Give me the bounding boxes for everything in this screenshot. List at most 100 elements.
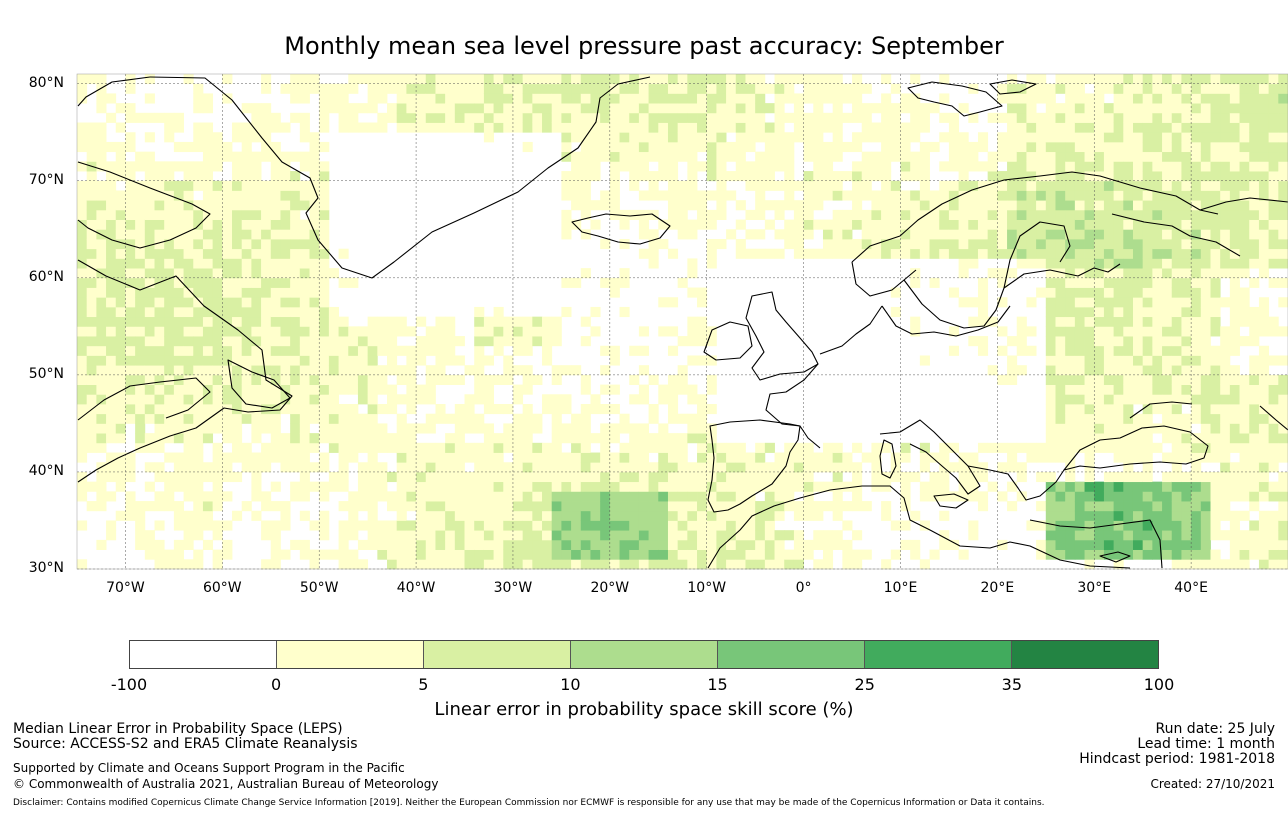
skill-cell <box>202 365 214 376</box>
skill-cell <box>609 384 620 395</box>
skill-cell <box>1045 491 1056 502</box>
skill-cell <box>793 530 804 541</box>
skill-cell <box>1278 200 1288 211</box>
skill-cell <box>1045 209 1056 220</box>
skill-cell <box>96 74 107 85</box>
skill-cell <box>348 491 359 502</box>
skill-cell <box>1200 258 1211 269</box>
skill-cell <box>164 326 175 337</box>
skill-cell <box>793 229 804 240</box>
skill-cell <box>270 394 281 405</box>
skill-cell <box>348 103 359 114</box>
skill-cell <box>425 481 436 492</box>
skill-cell <box>77 287 88 298</box>
skill-cell <box>338 277 349 288</box>
coastline-crimea <box>1129 401 1193 419</box>
skill-cell <box>454 462 465 473</box>
skill-cell <box>706 336 717 347</box>
skill-cell <box>503 122 514 133</box>
skill-cell <box>735 539 746 550</box>
skill-cell <box>1171 394 1182 405</box>
skill-cell <box>1094 374 1105 385</box>
skill-cell <box>96 132 107 143</box>
skill-cell <box>202 171 214 182</box>
skill-cell <box>697 433 708 444</box>
skill-cell <box>890 122 901 133</box>
skill-cell <box>212 336 223 347</box>
skill-cell <box>86 423 97 434</box>
skill-cell <box>561 132 572 143</box>
skill-cell <box>958 180 969 191</box>
skill-cell <box>309 229 320 240</box>
skill-cell <box>96 141 107 153</box>
skill-cell <box>1123 394 1134 405</box>
skill-cell <box>270 171 281 182</box>
skill-cell <box>580 74 591 85</box>
skill-cell <box>619 132 630 143</box>
skill-cell <box>561 83 572 94</box>
skill-cell <box>1220 394 1231 405</box>
skill-cell <box>1065 277 1076 288</box>
skill-cell <box>1210 384 1221 395</box>
skill-cell <box>125 229 136 240</box>
skill-cell <box>367 442 378 453</box>
skill-cell <box>1229 520 1240 531</box>
skill-cell <box>580 501 591 512</box>
skill-cell <box>387 442 398 453</box>
skill-cell <box>745 549 756 560</box>
skill-cell <box>367 452 378 463</box>
skill-cell <box>726 530 737 541</box>
skill-cell <box>638 190 649 201</box>
skill-cell <box>1181 171 1192 182</box>
skill-cell <box>106 306 117 318</box>
skill-cell <box>551 539 562 550</box>
skill-cell <box>173 520 184 531</box>
skill-cell <box>977 132 989 143</box>
skill-cell <box>764 171 775 182</box>
skill-cell <box>261 452 272 463</box>
skill-cell <box>164 161 175 172</box>
skill-cell <box>106 239 117 250</box>
skill-cell <box>580 442 591 453</box>
skill-cell <box>261 219 272 230</box>
skill-cell <box>571 471 582 483</box>
skill-cell <box>328 374 339 385</box>
skill-cell <box>561 151 572 162</box>
skill-cell <box>997 141 1008 153</box>
skill-cell <box>706 462 717 473</box>
skill-cell <box>667 442 679 453</box>
skill-cell <box>319 93 330 104</box>
skill-cell <box>309 132 320 143</box>
skill-cell <box>144 277 155 288</box>
skill-cell <box>115 384 126 395</box>
skill-cell <box>280 374 291 385</box>
skill-cell <box>745 501 756 512</box>
skill-cell <box>144 374 155 385</box>
skill-cell <box>997 132 1008 143</box>
skill-cell <box>958 132 969 143</box>
skill-cell <box>483 384 494 395</box>
skill-cell <box>571 442 582 453</box>
skill-cell <box>406 471 417 483</box>
skill-cell <box>1229 112 1240 123</box>
skill-cell <box>1132 258 1144 269</box>
skill-cell <box>968 180 979 191</box>
skill-cell <box>1191 83 1202 94</box>
skill-cell <box>677 336 688 347</box>
skill-cell <box>1045 248 1056 259</box>
skill-cell <box>348 83 359 94</box>
skill-cell <box>106 297 117 308</box>
skill-cell <box>1065 209 1076 220</box>
skill-cell <box>629 510 640 521</box>
skill-cell <box>1181 501 1192 512</box>
skill-cell <box>1210 491 1221 502</box>
skill-cell <box>309 404 320 415</box>
skill-cell <box>1181 530 1192 541</box>
skill-cell <box>667 74 679 85</box>
skill-cell <box>183 462 194 473</box>
skill-cell <box>619 471 630 483</box>
skill-cell <box>338 326 349 337</box>
skill-cell <box>1191 93 1202 104</box>
skill-cell <box>687 132 698 143</box>
skill-cell <box>96 481 107 492</box>
